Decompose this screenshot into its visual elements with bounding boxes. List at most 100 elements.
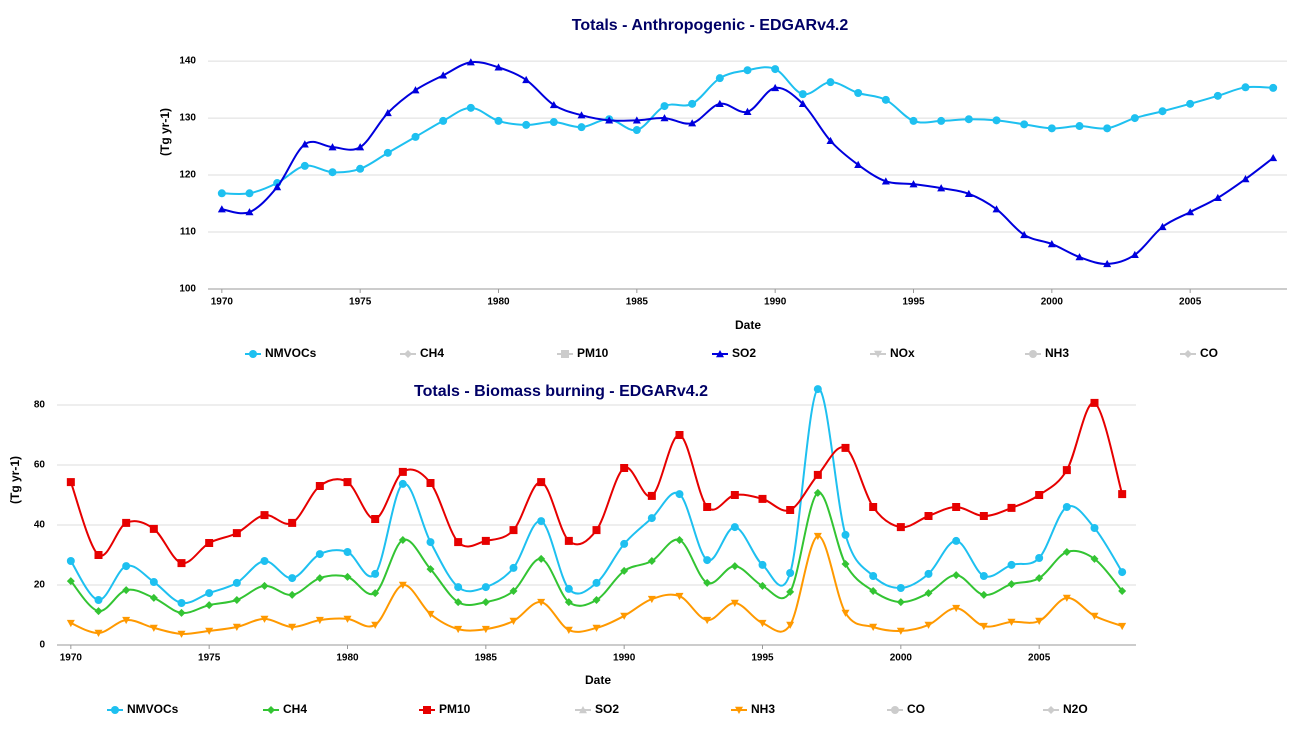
marker bbox=[992, 205, 1001, 213]
marker bbox=[854, 160, 863, 168]
marker bbox=[703, 616, 712, 625]
marker bbox=[383, 148, 392, 157]
marker bbox=[1020, 230, 1029, 239]
marker bbox=[758, 494, 767, 503]
marker bbox=[786, 621, 795, 629]
x-tick-label: 2005 bbox=[1179, 297, 1202, 308]
series-line bbox=[69, 388, 1124, 605]
marker bbox=[1020, 120, 1029, 129]
y-tick-label: 140 bbox=[179, 56, 196, 67]
marker bbox=[300, 161, 309, 170]
marker bbox=[786, 506, 795, 514]
chart-title: Totals - Biomass burning - EDGARv4.2 bbox=[414, 383, 708, 400]
marker bbox=[1062, 548, 1071, 556]
y-axis-label: (Tg yr-1) bbox=[158, 108, 172, 156]
marker bbox=[564, 598, 573, 607]
marker bbox=[537, 554, 546, 563]
marker bbox=[1269, 153, 1278, 162]
legend-label: SO2 bbox=[595, 702, 619, 716]
marker bbox=[1186, 99, 1195, 108]
marker bbox=[715, 74, 724, 83]
marker bbox=[232, 596, 241, 604]
marker bbox=[398, 536, 407, 544]
marker bbox=[537, 478, 546, 487]
marker bbox=[703, 578, 712, 587]
marker bbox=[177, 599, 186, 607]
marker bbox=[924, 621, 933, 629]
marker bbox=[260, 511, 269, 520]
marker bbox=[537, 517, 546, 526]
marker bbox=[1103, 124, 1112, 133]
marker bbox=[94, 629, 103, 637]
marker bbox=[675, 490, 684, 499]
y-tick-label: 130 bbox=[179, 113, 196, 124]
marker bbox=[675, 592, 684, 601]
marker bbox=[273, 183, 282, 191]
legend-marker bbox=[1184, 350, 1192, 358]
marker bbox=[122, 586, 131, 595]
x-tick-label: 1995 bbox=[902, 297, 925, 308]
marker bbox=[217, 205, 226, 213]
y-tick-label: 100 bbox=[179, 284, 196, 295]
marker bbox=[94, 551, 103, 559]
marker bbox=[260, 615, 269, 623]
marker bbox=[371, 621, 380, 629]
marker bbox=[288, 590, 297, 599]
y-axis-label: (Tg yr-1) bbox=[8, 456, 22, 504]
y-tick-label: 120 bbox=[179, 170, 196, 181]
legend-label: NMVOCs bbox=[265, 346, 317, 360]
marker bbox=[315, 482, 324, 490]
marker bbox=[343, 548, 352, 556]
marker bbox=[564, 584, 573, 593]
marker bbox=[1007, 503, 1016, 512]
marker bbox=[411, 132, 420, 141]
marker bbox=[426, 610, 435, 619]
marker bbox=[149, 578, 158, 586]
marker bbox=[647, 514, 656, 523]
marker bbox=[620, 612, 629, 620]
y-tick-label: 0 bbox=[39, 640, 45, 651]
legend-label: CO bbox=[1200, 346, 1218, 360]
marker bbox=[94, 607, 103, 616]
marker bbox=[841, 443, 850, 452]
marker bbox=[841, 530, 850, 539]
series-line bbox=[70, 491, 1123, 614]
x-tick-label: 1975 bbox=[198, 653, 221, 664]
marker bbox=[177, 608, 186, 617]
x-axis-label: Date bbox=[735, 318, 761, 332]
marker bbox=[592, 596, 601, 604]
marker bbox=[1075, 122, 1084, 131]
marker bbox=[217, 189, 226, 198]
marker bbox=[1118, 622, 1127, 631]
marker bbox=[869, 572, 878, 580]
marker bbox=[1118, 568, 1127, 577]
marker bbox=[1047, 124, 1056, 133]
marker bbox=[688, 99, 697, 108]
legend-marker bbox=[716, 350, 724, 358]
marker bbox=[494, 63, 503, 71]
marker bbox=[647, 595, 656, 604]
marker bbox=[371, 515, 380, 523]
marker bbox=[632, 116, 641, 124]
marker bbox=[509, 563, 518, 572]
marker bbox=[632, 126, 641, 135]
legend-marker bbox=[579, 706, 587, 714]
marker bbox=[66, 478, 75, 487]
marker bbox=[1090, 612, 1099, 620]
marker bbox=[398, 479, 407, 488]
marker bbox=[743, 66, 752, 75]
marker bbox=[730, 599, 739, 607]
y-tick-label: 40 bbox=[34, 520, 46, 531]
marker bbox=[675, 431, 684, 439]
legend-label: NH3 bbox=[1045, 346, 1069, 360]
marker bbox=[232, 623, 241, 631]
marker bbox=[924, 589, 933, 598]
marker bbox=[288, 574, 297, 583]
marker bbox=[758, 581, 767, 590]
marker bbox=[122, 616, 131, 625]
marker bbox=[952, 604, 961, 613]
marker bbox=[1035, 491, 1044, 499]
marker bbox=[896, 627, 905, 635]
marker bbox=[924, 569, 933, 578]
legend-label: PM10 bbox=[577, 346, 609, 360]
